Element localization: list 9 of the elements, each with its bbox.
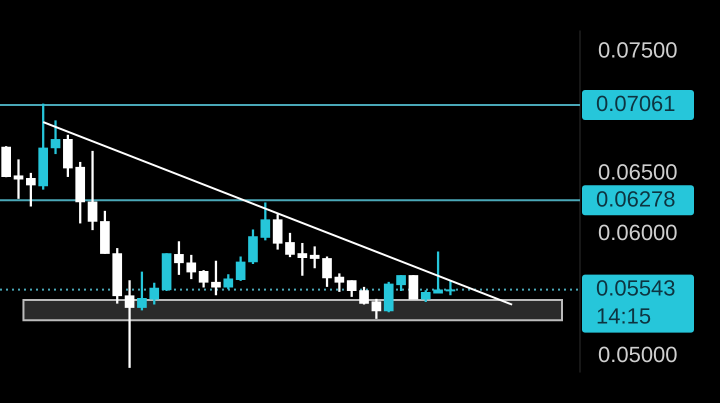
ref-line-label: 0.05543 — [596, 276, 676, 301]
ref-line-label: 0.06278 — [596, 186, 676, 212]
y-tick-label: 0.06000 — [598, 220, 678, 246]
y-tick-label: 0.05000 — [598, 342, 678, 367]
y-tick-label: 0.07500 — [598, 38, 678, 63]
candlestick — [298, 242, 308, 276]
ref-line-label: 0.07061 — [596, 91, 676, 116]
text: 14:15 — [596, 304, 652, 329]
y-tick-label: 0.06500 — [598, 159, 678, 184]
